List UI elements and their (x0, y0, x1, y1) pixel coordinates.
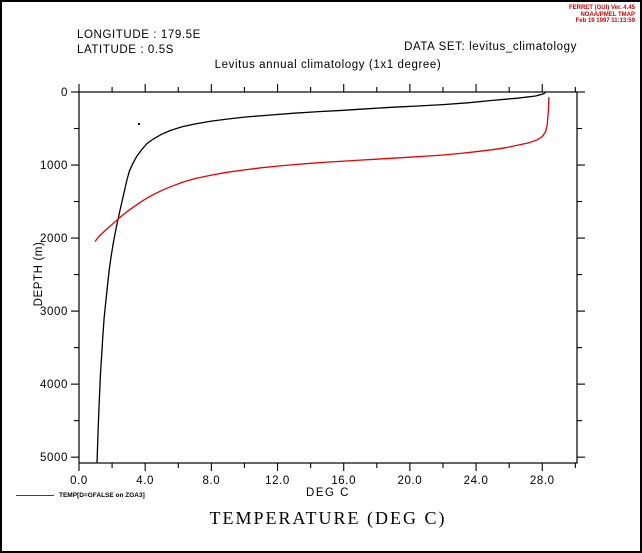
y-tick-label: 2000 (40, 233, 68, 245)
y-tick-label: 5000 (40, 452, 68, 464)
temperature-profile-curve-red (94, 97, 550, 242)
y-tick-label: 4000 (40, 379, 68, 391)
x-tick-label: 16.0 (331, 475, 356, 487)
x-tick-label: 24.0 (464, 475, 489, 487)
legend-line-sample-icon (16, 494, 54, 496)
plot-frame (78, 91, 578, 464)
stamp-line-3: Feb 19 1997 11:13:59 (575, 18, 635, 24)
legend-series-label: TEMP[D=GFALSE on ZGA3] (59, 491, 145, 499)
dataset-label: DATA SET: levitus_climatology (404, 41, 577, 53)
x-tick-label: 28.0 (530, 475, 555, 487)
x-tick-label: 0.0 (70, 475, 88, 487)
x-tick-label: 8.0 (202, 475, 220, 487)
legend: TEMP[D=GFALSE on ZGA3] (16, 489, 145, 501)
latitude-label: LATITUDE : 0.5S (77, 43, 174, 56)
x-axis-title: DEG C (306, 487, 350, 499)
x-tick-label: 4.0 (136, 475, 154, 487)
coordinate-labels: LONGITUDE : 179.5E LATITUDE : 0.5S (77, 28, 201, 57)
x-tick-label: 12.0 (265, 475, 290, 487)
y-tick-label: 3000 (40, 306, 68, 318)
y-tick-label: 1000 (40, 160, 68, 172)
y-tick-label: 0 (61, 87, 68, 99)
stamp-line-1: FERRET (GUI) Ver. 4.45 (568, 5, 635, 11)
y-axis-title: DEPTH (m) (33, 241, 45, 307)
ferret-version-stamp: FERRET (GUI) Ver. 4.45 NOAA/PMEL TMAP Fe… (569, 5, 635, 25)
x-tick-label: 20.0 (397, 475, 422, 487)
plot-subtitle: Levitus annual climatology (1x1 degree) (214, 59, 442, 71)
stamp-line-2: NOAA/PMEL TMAP (580, 11, 635, 18)
stray-dot (138, 123, 140, 125)
longitude-label: LONGITUDE : 179.5E (77, 29, 201, 41)
temperature-profile-curve-black (96, 91, 547, 463)
plot-main-title: TEMPERATURE (DEG C) (209, 508, 447, 528)
